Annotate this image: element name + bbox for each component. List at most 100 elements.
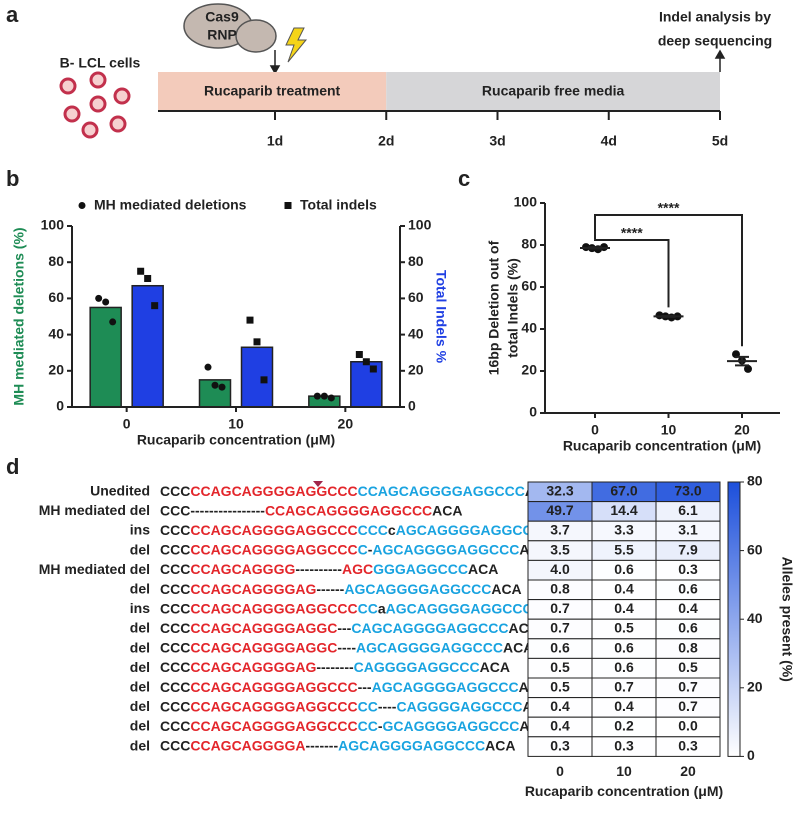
panel-label: c xyxy=(458,166,470,191)
point xyxy=(253,338,261,346)
cell-label: 49.7 xyxy=(546,502,573,518)
cell-label: 0.7 xyxy=(614,679,634,695)
sequence-segment: ---------------- xyxy=(190,502,265,518)
lightning xyxy=(285,27,308,63)
sequence-segment: CCAGCAGGGGAGGCCC xyxy=(190,718,357,734)
analysis-label: Indel analysis by xyxy=(659,9,771,25)
cell-label: 0.7 xyxy=(550,620,570,636)
sequence-segment: CCC xyxy=(160,561,190,577)
cell-label: 0.4 xyxy=(614,698,634,714)
cell-label: 0.4 xyxy=(550,698,570,714)
significance-bracket xyxy=(594,214,743,347)
significance-bracket xyxy=(594,239,670,308)
sequence-segment: CCC xyxy=(160,620,190,636)
y2-tick-label: 0 xyxy=(408,398,416,414)
sequence-segment: --- xyxy=(358,679,372,695)
row-label: Unedited xyxy=(90,483,150,499)
sequence-segment: ---- xyxy=(337,639,356,655)
sequence: CCCCCAGCAGGGG----------AGCGGGAGGCCCACA xyxy=(160,561,498,577)
sequence-segment: CCC xyxy=(160,718,190,734)
sequence-segment: c xyxy=(388,522,396,538)
sequence-segment: CCAGCAGGGGAGGCCC xyxy=(190,522,357,538)
cell-label: 0.6 xyxy=(614,561,634,577)
sequence-segment: --- xyxy=(337,620,351,636)
rnp-label: RNP xyxy=(207,27,237,43)
cell-label: 0.6 xyxy=(678,581,698,597)
x-axis-label: Rucaparib concentration (μM) xyxy=(525,783,723,799)
colorbar-label: Alleles present (%) xyxy=(779,557,795,682)
sequence-segment: CAGGGGAGGCCC xyxy=(354,659,480,675)
cas9-rnp xyxy=(183,3,277,53)
x-tick-label: 0 xyxy=(591,422,599,438)
cell-label: 0.4 xyxy=(614,600,634,616)
sequence-segment: CCC xyxy=(160,639,190,655)
point xyxy=(313,392,321,400)
y2-tick-label: 100 xyxy=(408,217,432,233)
sequence-segment: CCAGCAGGGGA xyxy=(190,737,305,753)
y-axis-label: 16bp Deletion out of xyxy=(486,240,502,375)
sequence-segment: CCC xyxy=(160,541,190,557)
row-label: del xyxy=(130,718,150,734)
point xyxy=(362,358,370,366)
colorbar-tick-label: 20 xyxy=(747,679,763,695)
y2-tick-label: 40 xyxy=(408,325,424,341)
cell-label: 4.0 xyxy=(550,561,570,577)
sequence-segment: CCC xyxy=(160,698,190,714)
day-label: 5d xyxy=(712,133,728,149)
sequence-segment: CAGGGGAGGCCC xyxy=(396,698,522,714)
row-label: ins xyxy=(130,522,150,538)
sequence: CCC----------------CCAGCAGGGGAGGCCCACA xyxy=(160,502,463,518)
legend-marker xyxy=(284,202,292,209)
cell-label: 0.3 xyxy=(614,737,634,753)
sequence-segment: CCAGCAGGGGAGGCCC xyxy=(190,698,357,714)
cell-label: 3.5 xyxy=(550,541,570,557)
row-label: del xyxy=(130,541,150,557)
sequence-segment: CCC xyxy=(160,737,190,753)
cell-label: 73.0 xyxy=(674,483,701,499)
panel-label: d xyxy=(6,454,19,479)
sequence-segment: CCC xyxy=(358,522,388,538)
cell-label: 0.8 xyxy=(550,581,570,597)
sequence-segment: ------- xyxy=(305,737,338,753)
y2-tick-label: 60 xyxy=(408,289,424,305)
bar xyxy=(89,306,122,408)
point xyxy=(102,298,110,306)
cell-label: 32.3 xyxy=(546,483,573,499)
sequence-segment: ---------- xyxy=(295,561,342,577)
cells xyxy=(59,71,131,139)
error-bar xyxy=(661,314,676,318)
point xyxy=(109,318,117,326)
sequence-segment: CCC xyxy=(160,502,190,518)
sequence-segment: CCC xyxy=(160,679,190,695)
sequence-segment: ACA xyxy=(491,581,521,597)
cell-label: 0.0 xyxy=(678,718,698,734)
y-tick-label: 0 xyxy=(529,404,537,420)
cell-label: 5.5 xyxy=(614,541,634,557)
phase-label: Rucaparib free media xyxy=(482,83,625,99)
sequence-segment: GCAGGGGAGGCCC xyxy=(382,718,519,734)
day-label: 3d xyxy=(489,133,505,149)
x-tick-label: 20 xyxy=(734,422,750,438)
significance-label: **** xyxy=(658,200,680,216)
sequence-segment: CCC xyxy=(160,483,190,499)
x-tick-label: 20 xyxy=(680,763,696,779)
y-tick-label: 0 xyxy=(56,398,64,414)
phase-bar xyxy=(158,72,387,110)
cell-label: 0.5 xyxy=(678,659,698,675)
row-label: del xyxy=(130,679,150,695)
x-tick-label: 0 xyxy=(123,416,131,432)
cell-label: 0.4 xyxy=(550,718,570,734)
y2-axis-label: Total Indels % xyxy=(433,270,449,364)
row-label: ins xyxy=(130,600,150,616)
sequence-segment: CCAGCAGGGGAGGCCC xyxy=(190,483,357,499)
sequence-segment: ---- xyxy=(378,698,397,714)
sequence-segment: ACA xyxy=(480,659,510,675)
sequence-segment: AGCAGGGGAGGCCC xyxy=(356,639,503,655)
point xyxy=(260,376,268,384)
x-tick-label: 10 xyxy=(228,416,244,432)
cell-label: 14.4 xyxy=(610,502,637,518)
sequence-segment: C xyxy=(358,541,368,557)
point xyxy=(320,392,328,400)
y2-tick-label: 20 xyxy=(408,362,424,378)
analysis-label: deep sequencing xyxy=(658,33,772,49)
